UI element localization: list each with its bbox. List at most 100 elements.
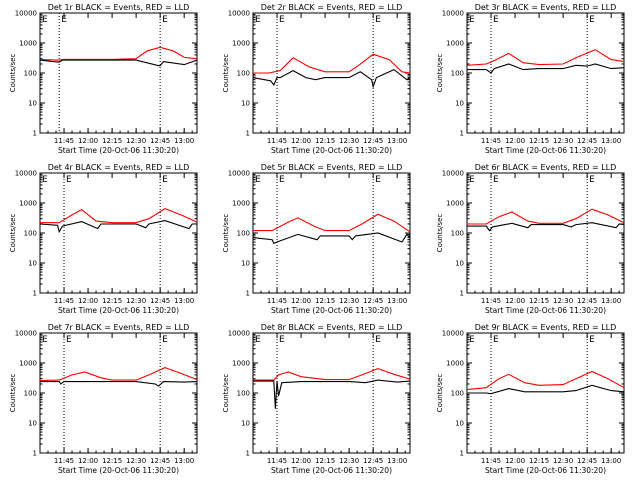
events-series-line <box>39 59 198 67</box>
x-tick-label: 12:45 <box>150 137 170 145</box>
events-series-line <box>467 63 625 74</box>
x-tick-label: 11:45 <box>267 457 287 465</box>
y-tick-label: 100 <box>24 70 37 78</box>
e-marker: E <box>66 175 72 185</box>
e-marker: E <box>42 175 48 185</box>
lld-series-line <box>253 213 411 233</box>
x-tick-label: 12:15 <box>315 457 335 465</box>
panel-1: Det 1r BLACK = Events, RED = LLD 1 10 100 10… <box>9 3 198 155</box>
y-tick-label: 10000 <box>15 10 37 18</box>
x-tick-label: 11:45 <box>481 137 501 145</box>
y-tick-label: 1 <box>460 130 464 138</box>
y-tick-label: 10000 <box>228 170 250 178</box>
lld-series-line <box>467 208 625 225</box>
panel-title: Det 2r BLACK = Events, RED = LLD <box>261 3 403 12</box>
x-tick-label: 12:00 <box>291 457 311 465</box>
x-axis-label: Start Time (20-Oct-06 11:30:20) <box>58 146 179 155</box>
x-tick-label: 12:30 <box>553 457 573 465</box>
e-marker: E <box>279 335 285 345</box>
y-tick-label: 10 <box>241 100 250 108</box>
y-tick-label: 100 <box>237 70 250 78</box>
x-tick-label: 12:15 <box>102 297 122 305</box>
y-axis-label: Counts/sec <box>436 374 444 413</box>
y-tick-label: 100 <box>451 230 464 238</box>
x-tick-label: 12:15 <box>315 137 335 145</box>
y-tick-label: 10000 <box>442 170 464 178</box>
y-tick-label: 10000 <box>15 170 37 178</box>
events-series-line <box>467 222 625 232</box>
events-series-line <box>39 220 197 234</box>
x-tick-label: 12:30 <box>126 137 146 145</box>
y-tick-label: 1000 <box>19 40 37 48</box>
e-marker: E <box>493 335 499 345</box>
x-tick-label: 12:15 <box>102 457 122 465</box>
y-axis-label: Counts/sec <box>222 214 230 253</box>
y-tick-label: 1 <box>33 290 37 298</box>
y-axis-label: Counts/sec <box>222 374 230 413</box>
y-tick-label: 1 <box>460 450 464 458</box>
y-tick-label: 1 <box>246 450 250 458</box>
e-marker: E <box>469 335 475 345</box>
panel-title: Det 5r BLACK = Events, RED = LLD <box>261 163 403 172</box>
y-tick-label: 1000 <box>19 200 37 208</box>
y-tick-label: 100 <box>237 230 250 238</box>
y-axis-label: Counts/sec <box>9 214 17 253</box>
y-tick-label: 100 <box>451 390 464 398</box>
panel-title: Det 6r BLACK = Events, RED = LLD <box>475 163 617 172</box>
panel-title: Det 7r BLACK = Events, RED = LLD <box>48 323 190 332</box>
e-marker: E <box>493 175 499 185</box>
e-marker: E <box>162 175 168 185</box>
x-tick-label: 13:00 <box>174 457 194 465</box>
x-axis-label: Start Time (20-Oct-06 11:30:20) <box>485 306 606 315</box>
x-tick-label: 12:00 <box>291 137 311 145</box>
y-tick-label: 1000 <box>446 360 464 368</box>
e-marker: E <box>589 15 595 25</box>
y-axis-label: Counts/sec <box>436 54 444 93</box>
x-tick-label: 12:15 <box>529 137 549 145</box>
e-marker: E <box>589 175 595 185</box>
e-marker: E <box>255 175 261 185</box>
y-tick-label: 1000 <box>446 40 464 48</box>
x-tick-label: 12:15 <box>529 457 549 465</box>
x-tick-label: 12:45 <box>363 457 383 465</box>
x-tick-label: 12:30 <box>553 137 573 145</box>
x-axis-label: Start Time (20-Oct-06 11:30:20) <box>58 466 179 475</box>
events-series-line <box>252 68 411 89</box>
x-tick-label: 11:45 <box>267 297 287 305</box>
x-tick-label: 11:45 <box>481 297 501 305</box>
x-tick-label: 13:00 <box>387 457 407 465</box>
y-tick-label: 1 <box>33 130 37 138</box>
x-tick-label: 11:45 <box>54 297 74 305</box>
panel-4: Det 4r BLACK = Events, RED = LLD 1 10 100 10… <box>9 163 198 315</box>
x-axis-label: Start Time (20-Oct-06 11:30:20) <box>58 306 179 315</box>
plot-frame <box>39 12 198 134</box>
x-axis-label: Start Time (20-Oct-06 11:30:20) <box>271 146 392 155</box>
x-axis-label: Start Time (20-Oct-06 11:30:20) <box>271 306 392 315</box>
e-marker: E <box>493 15 499 25</box>
y-tick-label: 1000 <box>232 200 250 208</box>
x-tick-label: 12:15 <box>102 137 122 145</box>
y-axis-label: Counts/sec <box>222 54 230 93</box>
x-axis-label: Start Time (20-Oct-06 11:30:20) <box>485 146 606 155</box>
x-tick-label: 12:30 <box>126 297 146 305</box>
y-tick-label: 100 <box>24 230 37 238</box>
y-tick-label: 100 <box>237 390 250 398</box>
x-tick-label: 12:15 <box>529 297 549 305</box>
e-marker: E <box>255 335 261 345</box>
x-tick-label: 13:00 <box>601 137 621 145</box>
panel-8: Det 8r BLACK = Events, RED = LLD 1 10 100 10… <box>222 323 411 475</box>
e-marker: E <box>375 335 381 345</box>
panel-title: Det 3r BLACK = Events, RED = LLD <box>475 3 617 12</box>
x-tick-label: 11:45 <box>54 457 74 465</box>
x-tick-label: 12:00 <box>78 297 98 305</box>
e-marker: E <box>42 15 48 25</box>
panel-7: Det 7r BLACK = Events, RED = LLD 1 10 100 10… <box>9 323 198 475</box>
e-marker: E <box>589 335 595 345</box>
x-tick-label: 12:15 <box>315 297 335 305</box>
lld-series-line <box>39 46 198 61</box>
x-tick-label: 12:00 <box>505 137 525 145</box>
x-tick-label: 12:45 <box>150 457 170 465</box>
e-marker: E <box>162 15 168 25</box>
x-tick-label: 12:30 <box>126 457 146 465</box>
y-tick-label: 10 <box>455 260 464 268</box>
